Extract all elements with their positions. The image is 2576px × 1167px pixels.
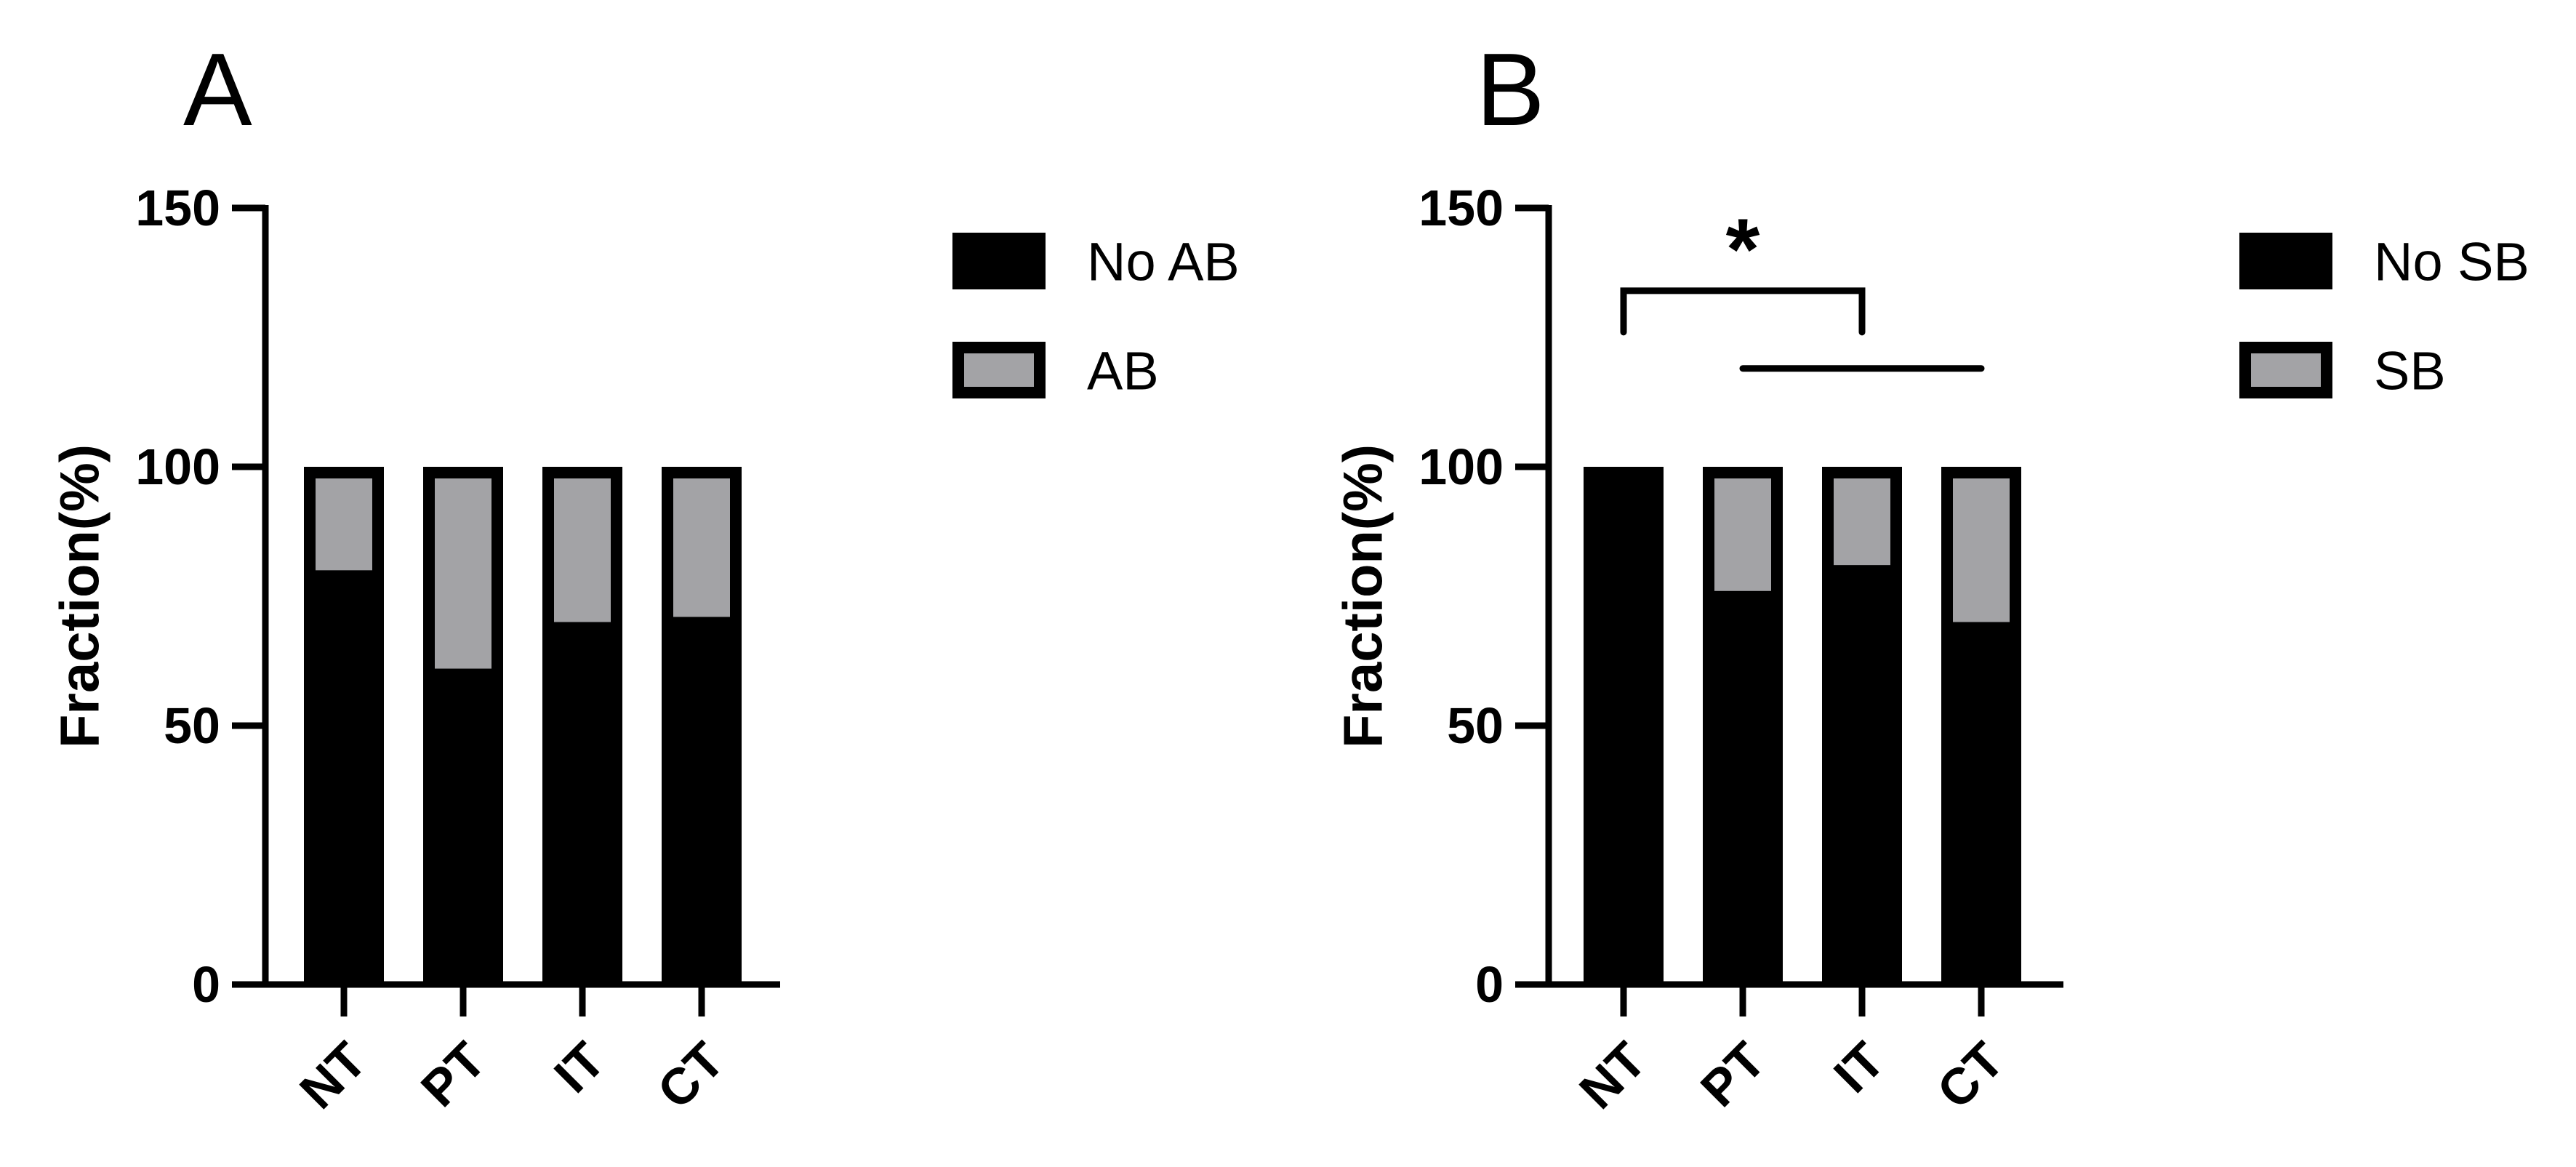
- x-tick-label: IT: [543, 1031, 615, 1103]
- bar-segment-lower: [1584, 467, 1664, 984]
- y-tick-label: 0: [1475, 956, 1504, 1013]
- significance-bracket: [1620, 287, 1866, 336]
- x-tick-label: PT: [1690, 1031, 1775, 1117]
- y-axis-title: Fraction(%): [1333, 444, 1395, 748]
- panel-letter: A: [183, 32, 252, 148]
- legend-label: No AB: [1087, 232, 1240, 292]
- y-tick-label: 50: [164, 697, 220, 754]
- legend-swatch: [964, 353, 1034, 387]
- x-tick-label: CT: [646, 1031, 734, 1119]
- x-tick-label: NT: [1568, 1031, 1656, 1119]
- bar-segment-upper: [673, 478, 730, 617]
- y-tick-label: 150: [1419, 180, 1504, 236]
- bar-segment-lower: [542, 622, 622, 984]
- y-tick-label: 150: [135, 180, 220, 236]
- x-tick-label: IT: [1823, 1031, 1895, 1103]
- bar-segment-lower: [662, 617, 742, 984]
- x-tick-label: CT: [1926, 1031, 2014, 1119]
- legend-label: No SB: [2374, 232, 2529, 292]
- x-tick-label: PT: [410, 1031, 496, 1117]
- legend-swatch: [2239, 233, 2332, 289]
- y-tick-label: 100: [1419, 438, 1504, 495]
- bar-segment-lower: [423, 668, 503, 984]
- y-tick-label: 100: [135, 438, 220, 495]
- legend-label: SB: [2374, 341, 2446, 401]
- y-axis-title: Fraction(%): [49, 444, 111, 748]
- y-tick-label: 50: [1447, 697, 1504, 754]
- bar-segment-upper: [316, 478, 372, 571]
- legend-swatch: [952, 233, 1046, 289]
- y-tick-label: 0: [192, 956, 220, 1013]
- bar-segment-lower: [1822, 565, 1902, 984]
- panel-letter: B: [1476, 32, 1545, 148]
- bar-segment-upper: [1714, 478, 1771, 591]
- bar-segment-upper: [1834, 478, 1890, 566]
- significance-star: *: [1726, 201, 1760, 298]
- bar-segment-upper: [435, 478, 491, 669]
- panel-a: A Fraction(%) 0 50 100 150 NT PT IT CT No AB AB: [49, 32, 1240, 1120]
- x-tick-label: NT: [289, 1031, 377, 1119]
- legend-label: AB: [1087, 341, 1159, 401]
- panel-b: B Fraction(%) 0 50 100 150 NT PT IT CT No SB SB *: [1333, 32, 2529, 1120]
- bar-segment-lower: [1703, 590, 1783, 984]
- bar-segment-lower: [1941, 622, 2021, 984]
- bar-segment-upper: [1953, 478, 2010, 622]
- bar-segment-upper: [554, 478, 611, 622]
- bar-segment-lower: [304, 570, 384, 984]
- legend-swatch: [2251, 353, 2321, 387]
